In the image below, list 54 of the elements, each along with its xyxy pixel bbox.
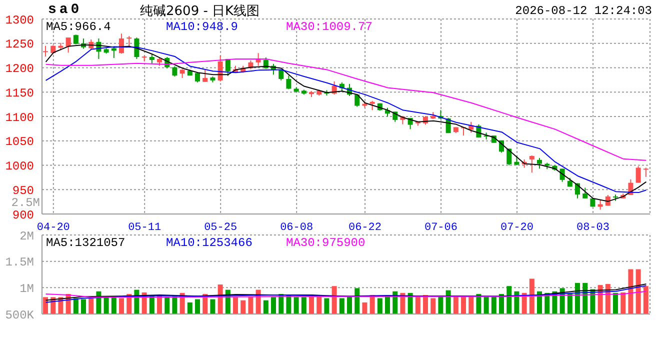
candlestick: [354, 94, 360, 108]
y-tick-label: 1300: [5, 13, 34, 28]
x-tick-label: 05-25: [204, 222, 238, 234]
candlestick: [256, 52, 261, 66]
candlestick: [73, 34, 78, 45]
y-tick-label: 1M: [20, 282, 34, 296]
x-tick-label: 08-03: [576, 222, 610, 234]
text: 2026-08-12 12:24:03: [515, 4, 652, 18]
y-tick-label: 1150: [5, 86, 34, 100]
candlestick: [370, 100, 375, 111]
candlestick: [119, 33, 124, 54]
y-tick-label: 950: [12, 184, 34, 198]
y-tick-label: 900: [12, 208, 34, 222]
x-tick-label: 05-11: [128, 222, 162, 234]
line-series: [45, 58, 647, 161]
y-tick-label: 500K: [5, 308, 35, 322]
candlestick: [529, 155, 534, 174]
candlestick: [560, 168, 565, 182]
candlestick: [582, 187, 588, 199]
text: 2.5M: [10, 196, 40, 210]
text: MA30:975900: [286, 236, 366, 250]
series-label: MA10:948.9: [166, 20, 240, 34]
candlestick: [636, 166, 641, 184]
candlestick: [126, 36, 132, 48]
x-tick-label: 04-20: [36, 222, 70, 234]
x-tick-label: 06-08: [280, 222, 314, 234]
candlestick: [514, 155, 520, 166]
text: sa0: [48, 2, 82, 18]
candlestick: [537, 157, 542, 170]
candlestick: [225, 58, 230, 77]
x-tick-label: 07-20: [500, 222, 534, 234]
y-tick-label: 1.5M: [5, 256, 34, 270]
y-tick-label: 2M: [20, 229, 34, 244]
text: MA10:1253466: [166, 236, 254, 250]
candlestick: [286, 75, 292, 90]
candlestick: [149, 54, 154, 64]
text: MA5:1321057: [46, 236, 126, 250]
y-tick-label: 1000: [5, 160, 34, 174]
chart-title: 纯碱2609 - 日K线图: [140, 3, 260, 20]
y-tick-label: 1200: [5, 62, 34, 76]
x-tick-label: 06-22: [348, 222, 382, 234]
candlestick: [643, 167, 648, 178]
candlestick: [202, 69, 208, 82]
candlestick: [506, 148, 512, 166]
candlestick: [43, 45, 48, 58]
series-label: MA5:966.4: [46, 20, 112, 34]
text: MA30:1009.77: [286, 20, 374, 34]
y-tick-label: 1250: [5, 38, 34, 52]
x-tick-label: 07-06: [424, 222, 458, 234]
y-tick-label: 1050: [5, 135, 34, 150]
y-tick-label: 1100: [5, 110, 34, 125]
candlestick: [172, 66, 178, 78]
candlestick: [134, 37, 140, 60]
candlestick: [66, 37, 71, 54]
